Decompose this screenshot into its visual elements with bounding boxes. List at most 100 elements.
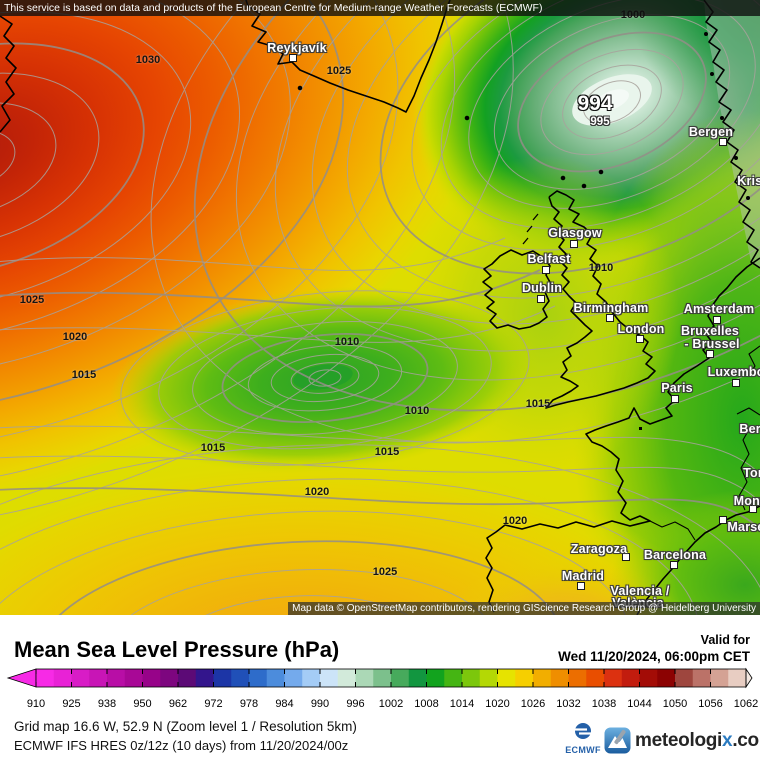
- scale-cell: [214, 669, 232, 687]
- scale-tick-label: 972: [204, 698, 222, 710]
- map-attribution-text: Map data © OpenStreetMap contributors, r…: [292, 603, 756, 614]
- pressure-value-label: 1020: [503, 515, 527, 527]
- scale-tick-label: 1008: [414, 698, 438, 710]
- city-marker: [636, 335, 644, 343]
- scale-cell: [444, 669, 462, 687]
- valid-time-block: Valid for Wed 11/20/2024, 06:00pm CET: [558, 633, 750, 664]
- scale-tick-label: 1026: [521, 698, 545, 710]
- city-label-reykjavík: Reykjavík: [267, 41, 326, 55]
- scale-cell: [160, 669, 178, 687]
- scale-cell: [515, 669, 533, 687]
- city-marker: [542, 266, 550, 274]
- scale-cell: [267, 669, 285, 687]
- scale-cell: [586, 669, 604, 687]
- city-label-birmingham: Birmingham: [574, 301, 649, 315]
- scale-cell: [675, 669, 693, 687]
- city-label-belfast: Belfast: [527, 252, 570, 266]
- scale-tick-label: 950: [133, 698, 151, 710]
- city-label-zaragoza: Zaragoza: [571, 542, 627, 556]
- scale-cell: [196, 669, 214, 687]
- scale-left-arrow: [8, 669, 36, 687]
- scale-tick-label: 990: [311, 698, 329, 710]
- pressure-map[interactable]: This service is based on data and produc…: [0, 0, 760, 615]
- scale-tick-label: 1038: [592, 698, 616, 710]
- scale-cell: [657, 669, 675, 687]
- scale-cell: [693, 669, 711, 687]
- scale-cell: [462, 669, 480, 687]
- city-marker: [706, 350, 714, 358]
- scale-tick-label: 1050: [663, 698, 687, 710]
- city-marker: [713, 316, 721, 324]
- city-marker: [289, 54, 297, 62]
- city-marker: [570, 240, 578, 248]
- scale-tick-label: 1020: [485, 698, 509, 710]
- scale-cell: [728, 669, 746, 687]
- scale-cell: [125, 669, 143, 687]
- city-label-marse: Marse: [727, 520, 760, 534]
- city-marker: [719, 138, 727, 146]
- legend-footer: Mean Sea Level Pressure (hPa) Valid for …: [0, 615, 760, 760]
- scale-tick-label: 910: [27, 698, 45, 710]
- ecmwf-logo[interactable]: ECMWF: [563, 723, 603, 755]
- city-label-bern: Bern: [739, 422, 760, 436]
- pressure-value-label: 1015: [526, 398, 550, 410]
- low-pressure-center-value: 994: [577, 92, 612, 116]
- scale-tick-label: 1044: [627, 698, 651, 710]
- scale-cell: [285, 669, 303, 687]
- ecmwf-notice-bar: This service is based on data and produc…: [0, 0, 760, 16]
- meteologix-logo-icon: [604, 727, 631, 754]
- scale-cell: [36, 669, 54, 687]
- city-marker: [606, 314, 614, 322]
- weather-app-screen: This service is based on data and produc…: [0, 0, 760, 760]
- city-label-krist: Krist: [737, 174, 760, 188]
- scale-right-arrow: [746, 669, 752, 687]
- scale-tick-label: 1014: [450, 698, 474, 710]
- scale-tick-label: 962: [169, 698, 187, 710]
- scale-cell: [604, 669, 622, 687]
- pressure-value-label: 1015: [375, 446, 399, 458]
- city-marker: [577, 582, 585, 590]
- scale-tick-label: 984: [275, 698, 293, 710]
- scale-cell: [302, 669, 320, 687]
- color-scale: 9109259389509629729789849909961002100810…: [0, 667, 760, 717]
- ecmwf-logo-icon: [571, 723, 595, 740]
- grid-info-line: Grid map 16.6 W, 52.9 N (Zoom level 1 / …: [14, 719, 357, 734]
- model-run-line: ECMWF IFS HRES 0z/12z (10 days) from 11/…: [14, 738, 348, 753]
- scale-cell: [356, 669, 374, 687]
- city-marker: [537, 295, 545, 303]
- city-label-dublin: Dublin: [522, 281, 562, 295]
- scale-cell: [391, 669, 409, 687]
- city-label-madrid: Madrid: [562, 569, 604, 583]
- scale-tick-label: 1062: [734, 698, 758, 710]
- pressure-value-label: 1025: [373, 566, 397, 578]
- scale-cell: [640, 669, 658, 687]
- scale-cell: [178, 669, 196, 687]
- scale-tick-label: 996: [346, 698, 364, 710]
- pressure-value-label: 1015: [201, 442, 225, 454]
- scale-tick-label: 938: [98, 698, 116, 710]
- pressure-value-label: 1030: [136, 54, 160, 66]
- scale-cell: [249, 669, 267, 687]
- scale-tick-label: 1056: [698, 698, 722, 710]
- scale-cell: [231, 669, 249, 687]
- scale-cell: [533, 669, 551, 687]
- scale-tick-label: 978: [240, 698, 258, 710]
- valid-for-label: Valid for: [558, 633, 750, 647]
- scale-cell: [89, 669, 107, 687]
- scale-cell: [498, 669, 516, 687]
- city-label-barcelona: Barcelona: [644, 548, 706, 562]
- city-label-amsterdam: Amsterdam: [684, 302, 755, 316]
- meteologix-brand[interactable]: meteologix.com: [604, 727, 760, 754]
- scale-cell: [711, 669, 729, 687]
- valid-datetime: Wed 11/20/2024, 06:00pm CET: [558, 649, 750, 664]
- scale-tick-label: 1032: [556, 698, 580, 710]
- pressure-value-label: 1020: [305, 486, 329, 498]
- pressure-value-label: 1020: [63, 331, 87, 343]
- pressure-value-label: 1025: [327, 65, 351, 77]
- scale-cell: [338, 669, 356, 687]
- city-label-mont: Mont: [734, 494, 760, 508]
- scale-tick-label: 925: [62, 698, 80, 710]
- ecmwf-logo-label: ECMWF: [563, 745, 603, 755]
- city-label-tor: Tor: [743, 466, 760, 480]
- city-label-bruxelles: Bruxelles: [681, 324, 739, 338]
